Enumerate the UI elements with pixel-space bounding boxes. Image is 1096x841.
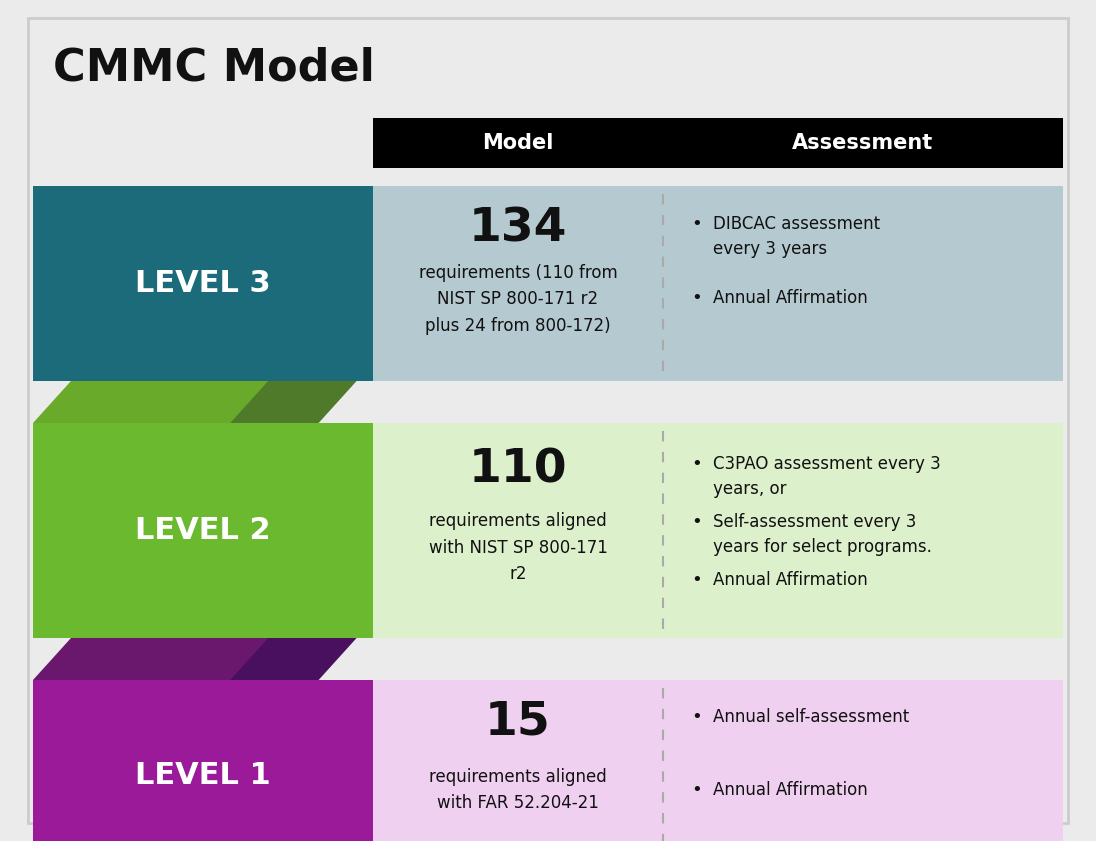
Text: 134: 134 [469,206,568,251]
Text: •: • [690,215,701,233]
Text: C3PAO assessment every 3
years, or: C3PAO assessment every 3 years, or [713,455,940,498]
Text: 110: 110 [469,447,568,493]
Bar [373,186,663,381]
Bar [373,423,663,638]
Text: •: • [690,289,701,307]
Bar [663,423,1063,638]
Polygon shape [33,638,269,680]
Text: Annual Affirmation: Annual Affirmation [713,780,868,799]
Text: LEVEL 2: LEVEL 2 [135,516,271,545]
Bar [373,118,1063,168]
Text: Annual Affirmation: Annual Affirmation [713,571,868,590]
Text: requirements (110 from
NIST SP 800-171 r2
plus 24 from 800-172): requirements (110 from NIST SP 800-171 r… [419,264,617,335]
Text: Assessment: Assessment [792,133,934,153]
Text: LEVEL 1: LEVEL 1 [135,760,271,790]
Bar [33,423,373,638]
Text: DIBCAC assessment
every 3 years: DIBCAC assessment every 3 years [713,215,880,258]
Text: requirements aligned
with FAR 52.204-21: requirements aligned with FAR 52.204-21 [430,768,607,812]
Polygon shape [88,381,356,423]
Text: requirements aligned
with NIST SP 800-171
r2: requirements aligned with NIST SP 800-17… [429,512,607,583]
Polygon shape [33,381,269,423]
Text: Annual Affirmation: Annual Affirmation [713,289,868,307]
Text: 15: 15 [486,700,551,744]
Text: CMMC Model: CMMC Model [53,46,375,89]
Text: •: • [690,780,701,799]
Bar [33,680,373,841]
Bar [663,680,1063,841]
Bar [33,186,373,381]
Bar [373,680,663,841]
Text: Model: Model [482,133,553,153]
Text: Annual self-assessment: Annual self-assessment [713,708,910,727]
Text: Self-assessment every 3
years for select programs.: Self-assessment every 3 years for select… [713,513,932,556]
Text: •: • [690,455,701,473]
Bar [663,186,1063,381]
Text: •: • [690,708,701,727]
Text: •: • [690,513,701,532]
Text: LEVEL 3: LEVEL 3 [135,269,271,298]
Polygon shape [88,638,356,680]
Text: •: • [690,571,701,590]
